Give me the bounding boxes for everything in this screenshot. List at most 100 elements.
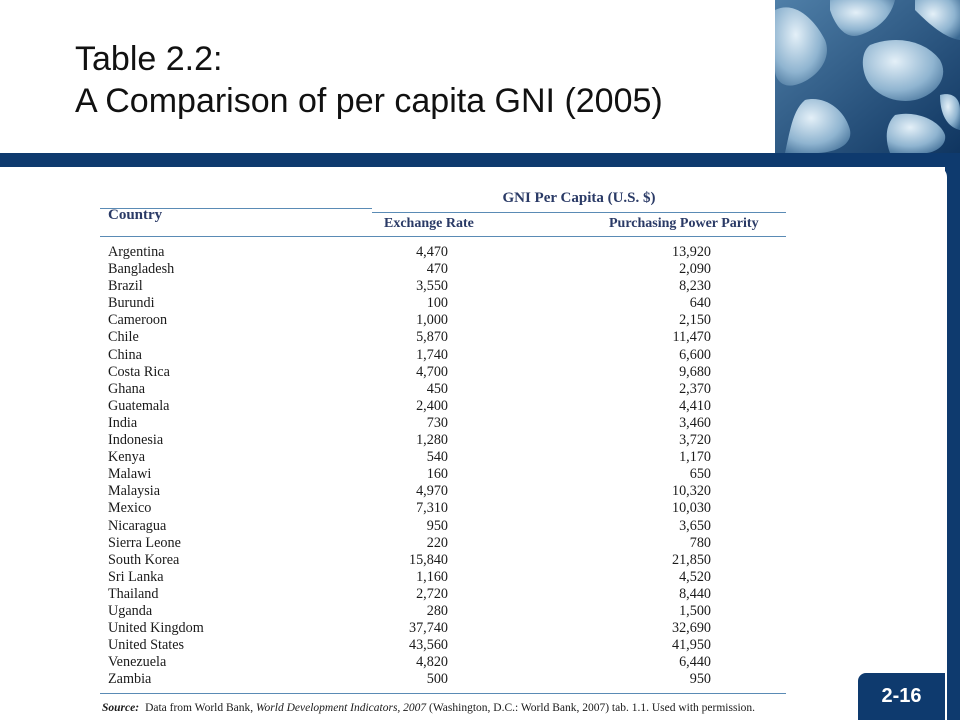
ppp-cell: 8,440 [679, 585, 711, 602]
exchange-rate-cell: 280 [426, 602, 448, 619]
ppp-cell: 41,950 [671, 637, 711, 654]
header-rule-group [372, 212, 786, 213]
table-row: Burundi 100 640 [108, 295, 786, 312]
ppp-cell: 9,680 [679, 363, 711, 380]
ppp-cell: 4,410 [679, 397, 711, 414]
table-row: India 730 3,460 [108, 415, 786, 432]
source-text-before: Data from World Bank, [145, 702, 257, 714]
header-rule-left [100, 208, 372, 209]
content-panel [0, 167, 947, 720]
source-label: Source: [102, 702, 140, 714]
country-cell: India [108, 414, 138, 431]
table-row: South Korea 15,840 21,850 [108, 552, 786, 569]
table-row: Cameroon 1,000 2,150 [108, 312, 786, 329]
country-cell: United States [108, 637, 185, 654]
table-row: Zambia 500 950 [108, 671, 786, 688]
table-row: Nicaragua 950 3,650 [108, 518, 786, 535]
country-cell: Brazil [108, 278, 143, 295]
exchange-rate-cell: 2,400 [416, 397, 448, 414]
exchange-rate-cell: 100 [426, 295, 448, 312]
ppp-cell: 1,500 [679, 602, 711, 619]
table-row: Kenya 540 1,170 [108, 449, 786, 466]
table-row: Brazil 3,550 8,230 [108, 278, 786, 295]
country-cell: Thailand [108, 585, 159, 602]
country-cell: Ghana [108, 380, 146, 397]
ppp-cell: 3,460 [679, 414, 711, 431]
exchange-rate-cell: 2,720 [416, 585, 448, 602]
exchange-rate-header: Exchange Rate [384, 216, 474, 231]
table-row: Malawi 160 650 [108, 466, 786, 483]
table-row: Malaysia 4,970 10,320 [108, 483, 786, 500]
ppp-cell: 10,030 [671, 500, 711, 517]
country-cell: Malaysia [108, 483, 161, 500]
slide-title-line1: Table 2.2: [75, 40, 223, 78]
country-cell: Burundi [108, 295, 155, 312]
exchange-rate-cell: 15,840 [408, 551, 448, 568]
country-cell: Malawi [108, 466, 152, 483]
exchange-rate-cell: 730 [426, 414, 448, 431]
ppp-cell: 13,920 [671, 244, 711, 260]
table-row: Indonesia 1,280 3,720 [108, 432, 786, 449]
country-cell: United Kingdom [108, 620, 204, 637]
country-cell: Bangladesh [108, 261, 175, 278]
exchange-rate-cell: 160 [426, 466, 448, 483]
exchange-rate-cell: 37,740 [408, 620, 448, 637]
country-cell: Cameroon [108, 312, 168, 329]
country-cell: Nicaragua [108, 517, 167, 534]
table-body: Argentina 4,470 13,920 Bangladesh 470 2,090 Br… [108, 244, 786, 688]
country-cell: Sierra Leone [108, 534, 181, 551]
ppp-header: Purchasing Power Parity [609, 216, 759, 231]
page-number-badge: 2-16 [858, 673, 945, 720]
table-row: Sri Lanka 1,160 4,520 [108, 569, 786, 586]
ppp-cell: 8,230 [679, 278, 711, 295]
exchange-rate-cell: 4,970 [416, 483, 448, 500]
source-book: World Development Indicators, 2007 [256, 702, 427, 714]
table-bottom-rule [100, 693, 786, 694]
exchange-rate-cell: 1,000 [416, 312, 448, 329]
exchange-rate-cell: 7,310 [416, 500, 448, 517]
source-text-after: (Washington, D.C.: World Bank, 2007) tab… [426, 702, 756, 714]
exchange-rate-cell: 5,870 [416, 329, 448, 346]
table-row: Costa Rica 4,700 9,680 [108, 364, 786, 381]
table-row: Thailand 2,720 8,440 [108, 586, 786, 603]
country-cell: Venezuela [108, 654, 167, 671]
country-cell: South Korea [108, 551, 180, 568]
ppp-cell: 1,170 [679, 449, 711, 466]
exchange-rate-cell: 1,280 [416, 432, 448, 449]
exchange-rate-cell: 43,560 [408, 637, 448, 654]
ppp-cell: 11,470 [672, 329, 712, 346]
table-row: United States 43,560 41,950 [108, 637, 786, 654]
ppp-cell: 4,520 [679, 568, 711, 585]
exchange-rate-cell: 4,700 [416, 363, 448, 380]
country-cell: China [108, 346, 142, 363]
table-row: Sierra Leone 220 780 [108, 535, 786, 552]
exchange-rate-cell: 950 [426, 517, 448, 534]
country-cell: Costa Rica [108, 363, 170, 380]
exchange-rate-cell: 1,740 [416, 346, 448, 363]
exchange-rate-cell: 3,550 [416, 278, 448, 295]
ppp-cell: 6,600 [679, 346, 711, 363]
table-row: Guatemala 2,400 4,410 [108, 398, 786, 415]
ppp-cell: 2,370 [679, 380, 711, 397]
country-cell: Sri Lanka [108, 568, 164, 585]
table-row: Uganda 280 1,500 [108, 603, 786, 620]
slide-title-line2: A Comparison of per capita GNI (2005) [75, 82, 663, 120]
slide-title: Table 2.2: A Comparison of per capita GN… [75, 38, 663, 122]
table-row: Chile 5,870 11,470 [108, 329, 786, 346]
exchange-rate-cell: 4,470 [416, 244, 448, 260]
table-row: Mexico 7,310 10,030 [108, 500, 786, 517]
country-cell: Chile [108, 329, 139, 346]
exchange-rate-cell: 220 [426, 534, 448, 551]
exchange-rate-cell: 470 [426, 261, 448, 278]
ppp-cell: 650 [689, 466, 711, 483]
country-cell: Mexico [108, 500, 152, 517]
exchange-rate-cell: 500 [426, 671, 448, 688]
country-header: Country [108, 207, 163, 223]
ppp-cell: 780 [689, 534, 711, 551]
ppp-cell: 950 [689, 671, 711, 688]
table-row: Bangladesh 470 2,090 [108, 261, 786, 278]
ppp-cell: 2,150 [679, 312, 711, 329]
table-row: Argentina 4,470 13,920 [108, 244, 786, 261]
ppp-cell: 3,720 [679, 432, 711, 449]
ppp-cell: 10,320 [671, 483, 711, 500]
